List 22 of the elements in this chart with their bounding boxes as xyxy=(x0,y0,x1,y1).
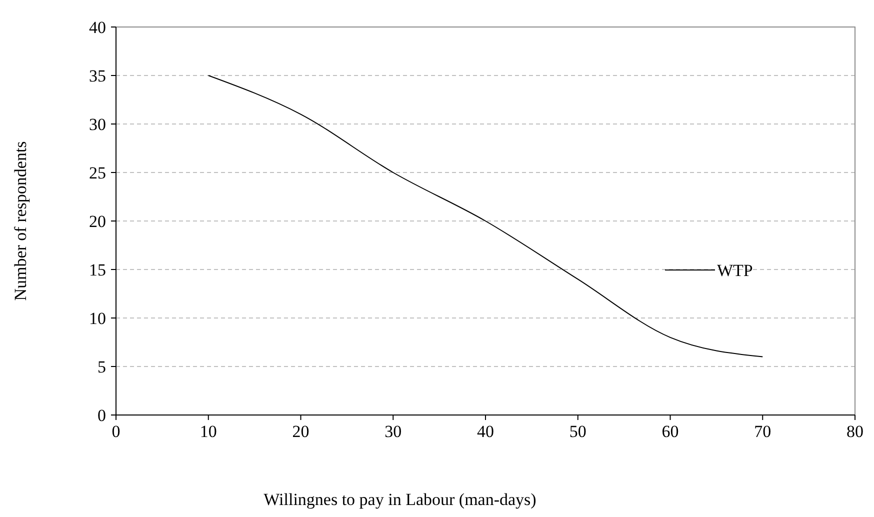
x-tick-label: 50 xyxy=(569,422,586,441)
x-tick-label: 30 xyxy=(384,422,402,441)
y-axis-title: Number of respondents xyxy=(10,141,30,301)
x-axis-title: Willingnes to pay in Labour (man-days) xyxy=(264,490,536,509)
y-tick-label: 35 xyxy=(89,66,106,86)
line-series xyxy=(208,75,764,358)
legend-label: WTP xyxy=(717,260,753,280)
x-tick-label: 0 xyxy=(112,422,120,441)
y-tick-label: 30 xyxy=(89,114,106,134)
x-tick-label: 60 xyxy=(662,422,679,441)
x-tick-label: 80 xyxy=(846,422,864,441)
y-tick-label: 20 xyxy=(89,212,106,231)
y-tick-label: 25 xyxy=(89,163,106,182)
y-tick-label: 10 xyxy=(89,308,106,328)
y-tick-label: 0 xyxy=(98,406,106,425)
y-tick-label: 15 xyxy=(89,260,106,280)
x-tick-label: 70 xyxy=(754,422,772,441)
y-tick-label: 5 xyxy=(98,357,106,376)
y-tick-label: 40 xyxy=(89,18,106,37)
x-tick-label: 20 xyxy=(292,422,310,441)
x-tick-label: 40 xyxy=(477,422,494,441)
x-tick-label: 10 xyxy=(200,422,217,441)
